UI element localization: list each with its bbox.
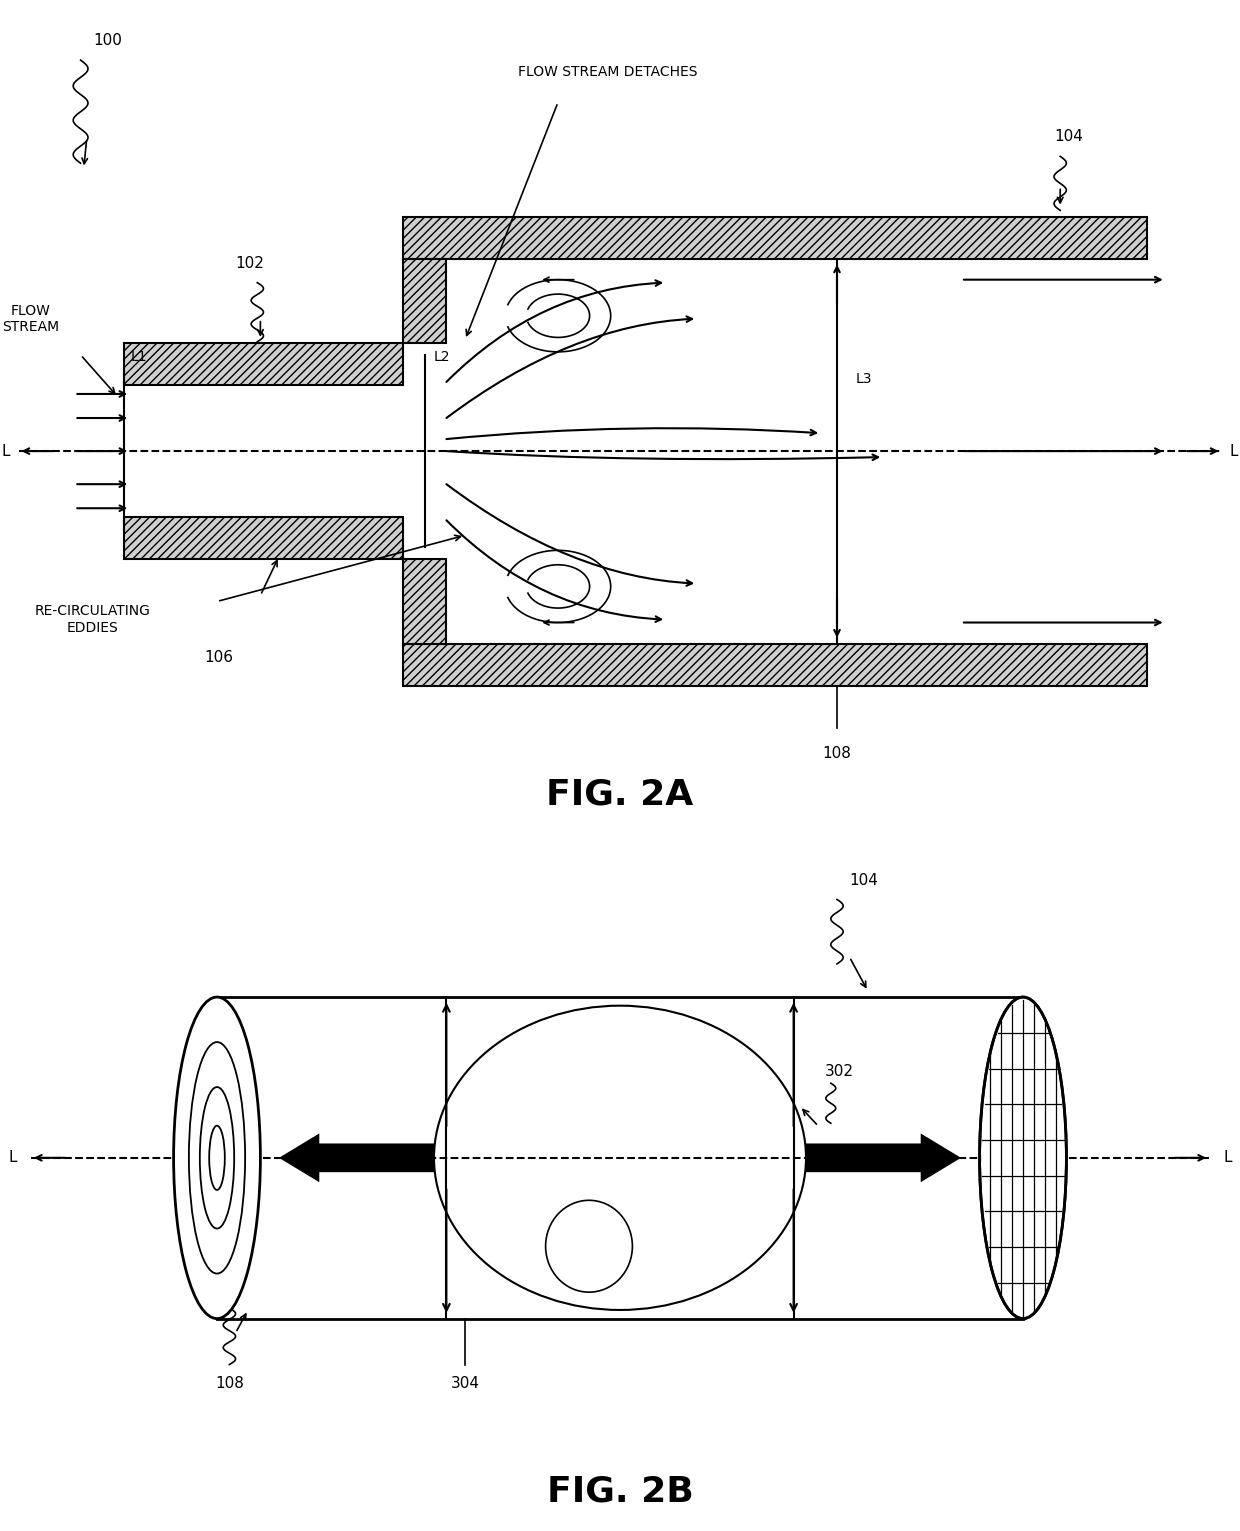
- Text: FLOW
STREAM: FLOW STREAM: [2, 303, 60, 334]
- Text: L: L: [1230, 444, 1238, 459]
- Text: 108: 108: [215, 1376, 244, 1392]
- Text: 100: 100: [93, 34, 122, 47]
- Text: 304: 304: [450, 1376, 480, 1392]
- Text: FIG. 2A: FIG. 2A: [547, 778, 693, 811]
- Text: L: L: [1224, 1150, 1231, 1165]
- Text: FIG. 2B: FIG. 2B: [547, 1474, 693, 1508]
- Text: RE-CIRCULATING
EDDIES: RE-CIRCULATING EDDIES: [35, 605, 151, 635]
- Text: 104: 104: [849, 873, 878, 888]
- Bar: [403, 216, 1147, 259]
- Ellipse shape: [174, 997, 260, 1318]
- Text: FLOW STREAM DETACHES: FLOW STREAM DETACHES: [518, 66, 697, 80]
- Ellipse shape: [980, 997, 1066, 1318]
- Text: L3: L3: [856, 372, 872, 386]
- FancyArrow shape: [279, 1133, 434, 1182]
- FancyArrowPatch shape: [446, 317, 692, 418]
- Bar: [124, 517, 403, 559]
- Text: L2: L2: [434, 351, 450, 364]
- Bar: [403, 643, 1147, 686]
- FancyArrow shape: [806, 1133, 961, 1182]
- Bar: [403, 559, 446, 643]
- Text: L: L: [2, 444, 10, 459]
- FancyArrowPatch shape: [446, 280, 661, 381]
- FancyArrowPatch shape: [446, 484, 692, 586]
- Text: L: L: [9, 1150, 16, 1165]
- Text: L1: L1: [130, 351, 146, 364]
- Bar: [124, 343, 403, 384]
- FancyArrowPatch shape: [446, 521, 661, 622]
- Text: 302: 302: [825, 1064, 853, 1079]
- FancyArrowPatch shape: [446, 429, 816, 439]
- Text: 102: 102: [236, 256, 264, 271]
- Text: 104: 104: [1054, 129, 1083, 144]
- Text: 108: 108: [822, 746, 852, 761]
- FancyArrowPatch shape: [446, 452, 878, 461]
- Bar: [403, 259, 446, 343]
- Text: 106: 106: [205, 649, 233, 664]
